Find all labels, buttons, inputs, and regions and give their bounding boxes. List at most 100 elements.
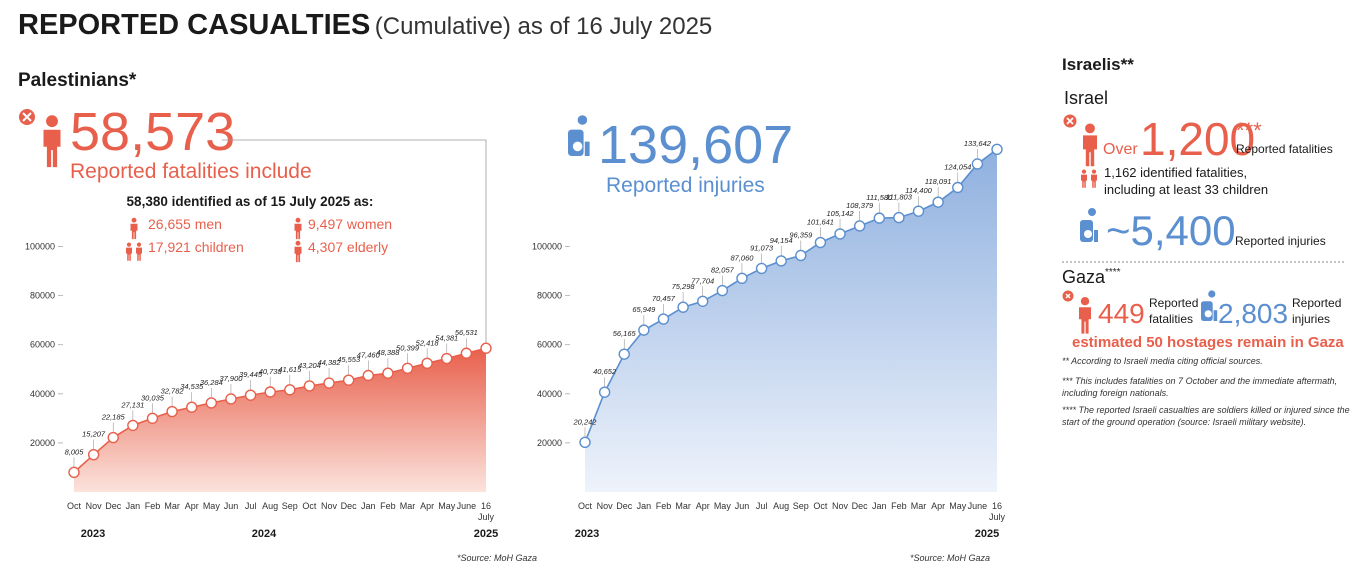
value-label: 101,641 [807,218,834,227]
point [657,313,670,325]
value-label: 111,580 [866,193,893,202]
point [68,466,80,479]
point [146,412,159,424]
x-tick-label: Dec [852,501,869,511]
point [716,284,729,297]
x-tick-label: Nov [832,501,849,511]
fatalities-label: Reported fatalities include [70,160,312,183]
fatality-icon [1062,290,1091,334]
point [736,272,748,285]
point [991,143,1003,156]
injuries-number: ~5,400 [1106,207,1236,254]
over-text: Over [1103,141,1138,158]
point [853,220,866,232]
year-label: 2024 [252,528,277,540]
value-label: 94,154 [770,236,793,245]
value-label: 70,457 [652,294,676,303]
value-label: 114,400 [905,186,932,195]
point [225,393,237,405]
value-label: 22,185 [101,413,126,422]
value-label: 48,388 [376,348,400,357]
x-tick-label: Dec [616,501,633,511]
section-heading: Israelis** [1062,55,1134,74]
x-tick-label: Mar [675,501,691,511]
x-tick-label: Jan [126,501,141,511]
x-tick-label: Feb [891,501,907,511]
line [73,347,487,473]
point [677,301,689,313]
x-tick-label: Oct [302,501,317,511]
fatalities-label: Reported fatalities [1236,142,1333,156]
children-text: 17,921 children [148,239,244,255]
x-tick-label: June [457,501,477,511]
value-label: 65,949 [632,305,656,314]
value-label: 30,035 [141,393,165,402]
men-icon [130,217,138,240]
value-label: 133,642 [964,139,992,148]
value-label: 111,803 [886,193,913,202]
x-tick-label: Feb [380,501,396,511]
x-tick-label: Jul [245,501,257,511]
x-tick-label: May [203,501,221,511]
point [971,158,984,170]
children-icon [1091,169,1097,188]
value-label: 32,782 [161,387,185,396]
y-tick-label: 100000 [532,242,562,252]
injuries-number: 2,803 [1218,298,1288,329]
x-tick-label: Jan [637,501,652,511]
point [244,389,257,401]
x-tick-label: Nov [86,501,103,511]
point [912,205,925,217]
point [775,255,787,267]
men-text: 26,655 men [148,216,222,232]
value-label: 41,615 [278,365,302,374]
women-text: 9,497 women [308,216,392,232]
value-label: 8,005 [65,447,85,456]
point [166,405,178,418]
x-tick-label: Jul [756,501,768,511]
x-tick-label: Mar [911,501,927,511]
elderly-text: 4,307 elderly [308,239,388,255]
x-tick-label: Feb [656,501,672,511]
note: ** According to Israeli media citing off… [1062,356,1263,366]
value-label: 40,652 [593,367,617,376]
x-tick-label: Nov [321,501,338,511]
subheading: Gaza [1062,267,1106,287]
point [697,295,709,307]
injuries-label: Reported injuries [606,174,765,197]
point [932,196,944,208]
point [618,348,630,360]
children-icon [136,242,142,261]
note: **** The reported Israeli casualties are… [1062,405,1350,415]
value-label: 27,131 [120,400,144,409]
subheading: Israel [1064,88,1108,108]
x-tick-label: Jan [361,501,376,511]
point [127,419,139,432]
x-tick-label: Jun [735,501,750,511]
value-label: 87,060 [730,253,754,262]
x-tick-label: Jun [224,501,239,511]
year-label: 2025 [975,528,999,540]
footnote-mark: **** [1105,267,1121,278]
point [873,212,885,224]
fatality-icon [19,109,61,168]
x-tick-label: Aug [773,501,789,511]
point [382,367,394,379]
fatalities-label: fatalities [1149,312,1193,326]
point [186,401,198,413]
point [795,249,807,262]
value-label: 45,553 [337,355,361,364]
value-label: 39,445 [239,370,263,379]
identified-text: 58,380 identified as of 15 July 2025 as: [127,194,374,209]
point [421,357,433,370]
value-label: 108,379 [846,201,874,210]
area [585,149,997,492]
subtitle: (Cumulative) as of 16 July 2025 [375,13,713,40]
x-tick-label: Sep [282,501,298,511]
value-label: 37,900 [219,374,243,383]
x-tick-label: Feb [145,501,161,511]
x-tick-label: May [949,501,967,511]
point [480,342,492,354]
point [814,236,827,249]
value-label: 105,142 [826,209,854,218]
